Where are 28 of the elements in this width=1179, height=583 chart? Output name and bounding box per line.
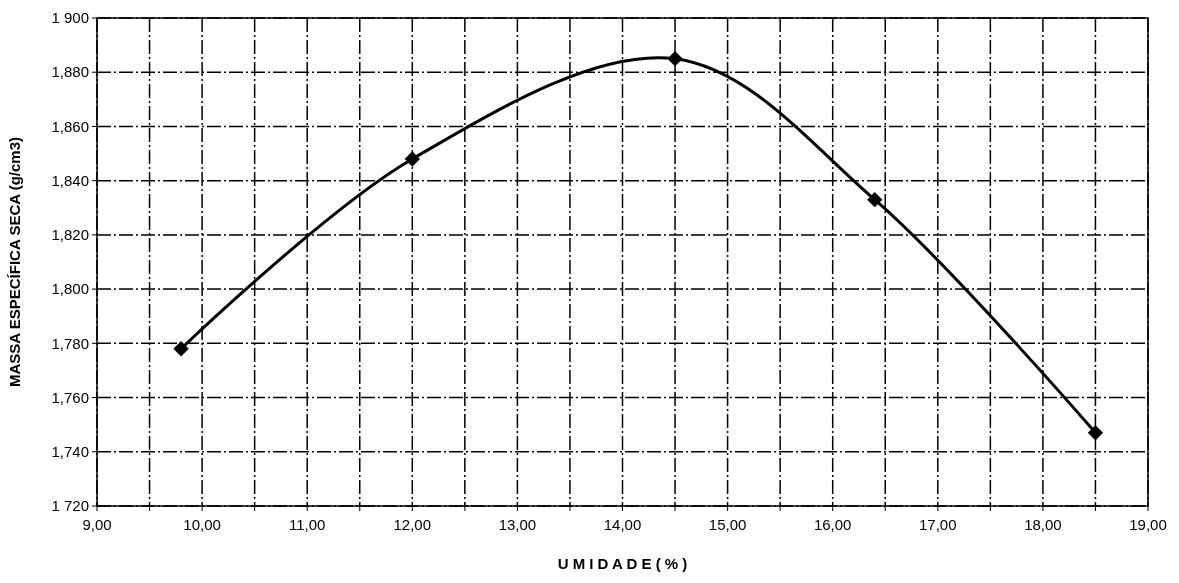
- y-tick-label: 1 900: [51, 9, 89, 27]
- point: [404, 151, 420, 167]
- point: [667, 51, 683, 67]
- x-tick-label: 9,00: [82, 516, 112, 533]
- x-tick-label: 13,00: [498, 516, 537, 533]
- y-tick-label: 1,740: [51, 443, 89, 461]
- y-tick-label: 1 720: [51, 497, 89, 515]
- point: [1087, 425, 1104, 441]
- x-tick-label: 11,00: [288, 516, 326, 533]
- x-tick-label: 12,00: [393, 516, 432, 533]
- x-tick-label: 18,00: [1024, 516, 1062, 533]
- x-axis-title: U M I D A D E ( % ): [557, 555, 688, 572]
- y-axis-title: MASSA ESPECÍFICA SECA (g/cm3): [6, 136, 23, 388]
- x-tick-label: 15,00: [708, 516, 747, 533]
- y-tick-label: 1,780: [51, 334, 89, 352]
- x-tick-label: 14,00: [603, 516, 642, 533]
- x-tick-label: 19,00: [1129, 516, 1167, 533]
- point: [867, 191, 883, 208]
- y-tick-label: 1,820: [51, 226, 89, 244]
- y-tick-label: 1,840: [51, 171, 89, 189]
- y-tick-label: 1,880: [51, 63, 89, 81]
- x-tick-label: 17,00: [919, 516, 957, 533]
- y-tick-label: 1,760: [51, 388, 89, 406]
- y-tick-label: 1,860: [51, 117, 89, 135]
- y-tick-label: 1,800: [51, 280, 89, 298]
- point: [173, 341, 189, 357]
- x-tick-label: 10,00: [183, 516, 221, 533]
- x-tick-label: 16,00: [813, 516, 852, 533]
